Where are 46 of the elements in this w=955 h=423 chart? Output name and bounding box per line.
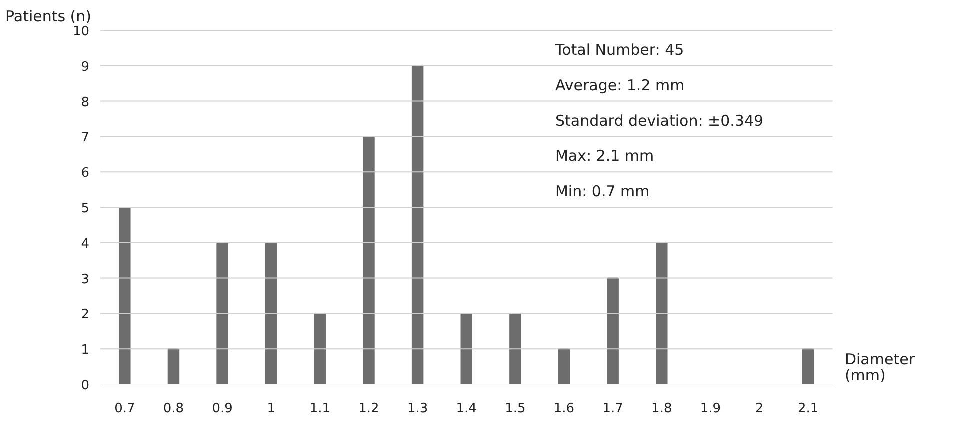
y-axis-title: Patients (n) [6,8,92,26]
bar [558,348,570,384]
y-tick-label: 8 [81,95,90,110]
x-tick-label: 1.9 [700,402,722,416]
bar [216,242,228,384]
x-tick-label: 1.1 [310,402,331,416]
x-tick-label: 1.3 [407,402,428,416]
x-tick-label: 0.9 [212,402,233,416]
annotation: Average: 1.2 mm [555,76,685,94]
x-tick-label: 1.2 [358,402,380,416]
y-tick-label: 6 [81,166,90,182]
bar [265,242,278,384]
y-tick-label: 4 [81,236,90,252]
bar [314,313,326,384]
x-tick-label: 0.8 [163,402,184,416]
x-tick-label: 1 [267,402,276,416]
y-tick-label: 2 [81,308,90,323]
x-tick-label: 2 [755,402,764,416]
bar [119,207,131,384]
bar [607,278,619,384]
x-tick-label: 1.6 [554,402,575,416]
annotation: Max: 2.1 mm [555,147,654,166]
bar [460,313,472,384]
x-tick-label: 2.1 [798,402,819,416]
bar [363,136,375,384]
bar [168,348,180,384]
x-tick-label: 1.8 [652,402,672,416]
annotation: Min: 0.7 mm [555,182,650,201]
y-tick-label: 9 [81,60,90,75]
bar [802,348,814,384]
y-tick-label: 0 [81,378,90,394]
y-tick-label: 10 [72,24,90,40]
y-tick-label: 7 [81,130,90,146]
x-tick-label: 1.4 [456,402,477,416]
bar [656,242,668,384]
x-tick-label: 1.5 [505,402,526,416]
x-axis-title: Diameter (mm) [844,350,916,384]
bar [412,65,424,384]
y-tick-label: 3 [81,272,90,288]
bar [510,313,522,384]
y-tick-label: 1 [81,343,90,358]
annotation: Total Number: 45 [554,40,684,59]
x-tick-label: 0.7 [114,402,136,416]
annotation: Standard deviation: ±0.349 [555,112,764,130]
y-tick-label: 5 [81,202,90,216]
x-tick-label: 1.7 [602,402,624,416]
